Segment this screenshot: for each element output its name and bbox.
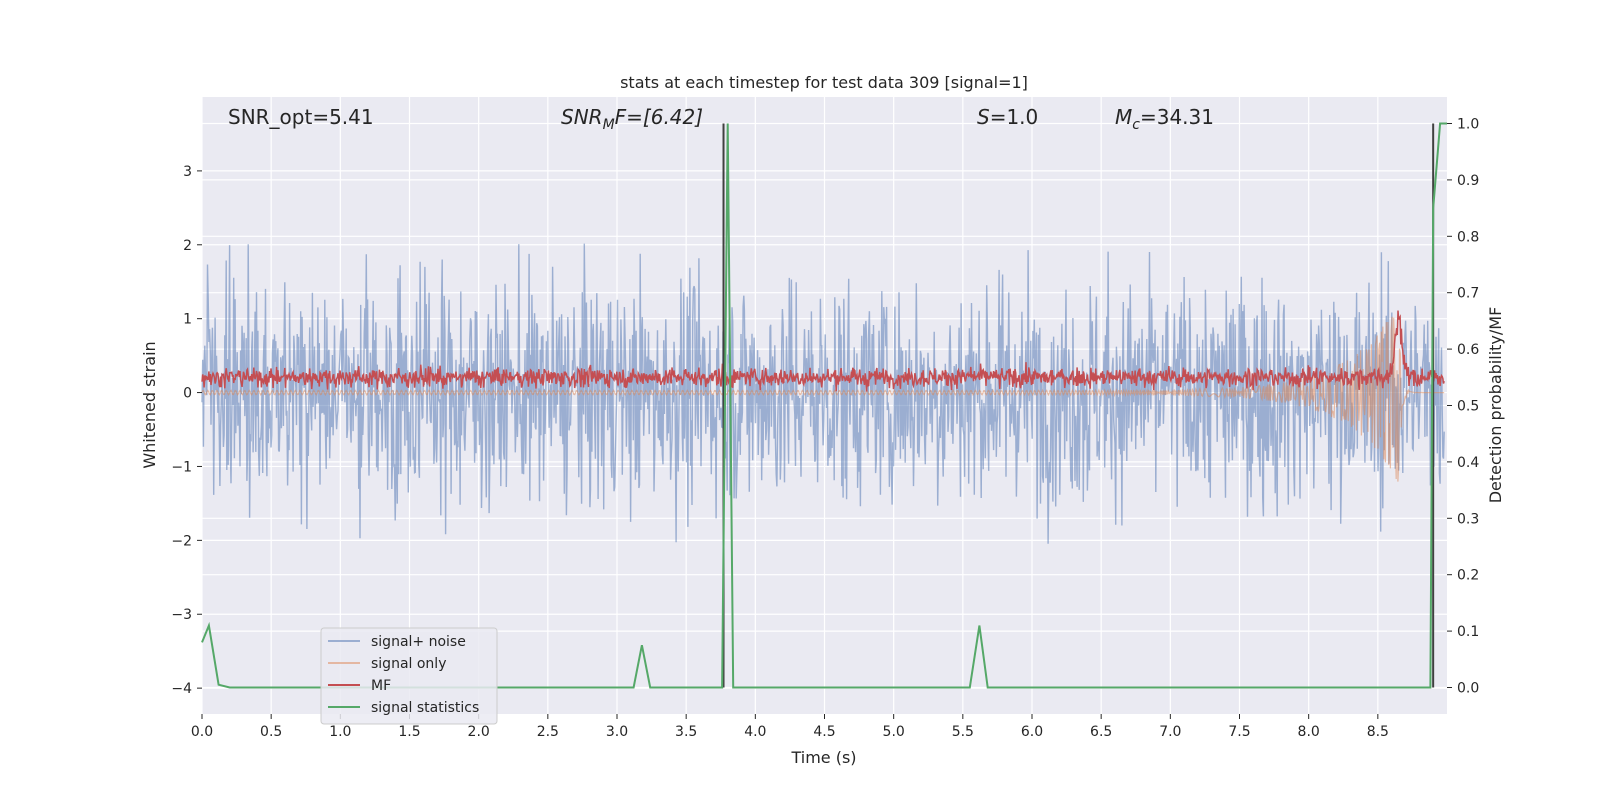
x-tick-label: 3.5 — [675, 724, 697, 740]
x-tick-label: 3.0 — [606, 724, 628, 740]
snr-opt-annotation: SNR_opt=5.41 — [228, 105, 374, 129]
y2-tick-label: 0.4 — [1457, 455, 1479, 471]
legend: signal+ noise signal only MF signal stat… — [320, 627, 498, 725]
y2-tick-label: 0.5 — [1457, 399, 1479, 415]
x-tick-label: 1.0 — [329, 724, 351, 740]
y-axis-label: Whitened strain — [140, 341, 159, 468]
mc-base: M — [1115, 105, 1132, 129]
y-tick-label: 2 — [183, 238, 192, 254]
y2-tick-label: 0.3 — [1457, 511, 1479, 527]
s-label: S — [977, 105, 990, 129]
legend-label-signal-noise: signal+ noise — [371, 634, 466, 650]
ticks: 0.0 0.5 1.0 1.5 2.0 2.5 3.0 3.5 4.0 4.5 5.0 5.5 6.0 6… — [171, 117, 1479, 740]
mc-value: =34.31 — [1140, 105, 1214, 129]
x-tick-label: 4.0 — [744, 724, 766, 740]
x-axis-label: Time (s) — [790, 748, 856, 767]
legend-box — [320, 627, 498, 725]
x-tick-label: 8.5 — [1367, 724, 1389, 740]
y2-tick-label: 1.0 — [1457, 117, 1479, 133]
x-tick-label: 0.0 — [191, 724, 213, 740]
y2-tick-label: 0.0 — [1457, 680, 1479, 696]
series-signal-only — [201, 316, 1445, 482]
x-tick-label: 5.5 — [952, 724, 974, 740]
y2-tick-label: 0.7 — [1457, 286, 1479, 302]
markers-layer — [201, 122, 1447, 689]
y-tick-label: −3 — [171, 607, 192, 623]
x-tick-label: 7.5 — [1228, 724, 1250, 740]
y2-tick-label: 0.2 — [1457, 568, 1479, 584]
x-tick-label: 6.5 — [1090, 724, 1112, 740]
y2-tick-label: 0.9 — [1457, 173, 1479, 189]
y2-tick-label: 0.8 — [1457, 229, 1479, 245]
x-tick-label: 7.0 — [1159, 724, 1181, 740]
y-tick-label: −4 — [171, 681, 192, 697]
x-tick-label: 4.5 — [813, 724, 835, 740]
x-tick-label: 8.0 — [1298, 724, 1320, 740]
y-tick-label: 1 — [183, 312, 192, 328]
series-layer — [201, 243, 1445, 544]
legend-label-signal-statistics: signal statistics — [371, 700, 479, 716]
snr-mf-sub: M — [603, 117, 615, 133]
y-tick-label: −2 — [171, 533, 192, 549]
chart-title: stats at each timestep for test data 309… — [620, 73, 1028, 92]
legend-label-mf: MF — [371, 678, 391, 694]
legend-label-signal-only: signal only — [371, 656, 446, 672]
y2-tick-label: 0.6 — [1457, 342, 1479, 358]
x-tick-label: 1.5 — [398, 724, 420, 740]
series-mf — [201, 310, 1445, 392]
x-tick-label: 5.0 — [883, 724, 905, 740]
x-tick-label: 0.5 — [260, 724, 282, 740]
snr-mf-base: SNR — [561, 105, 603, 129]
series-signal-statistics — [201, 122, 1447, 689]
y2-tick-label: 0.1 — [1457, 624, 1479, 640]
s-annotation: S=1.0 — [977, 105, 1038, 129]
y2-axis-label: Detection probability/MF — [1486, 307, 1505, 504]
snr-mf-annotation: SNRMF=[6.42] — [561, 105, 703, 133]
y-tick-label: 3 — [183, 164, 192, 180]
x-tick-label: 6.0 — [1021, 724, 1043, 740]
snr-mf-rest: F=[6.42] — [615, 105, 703, 129]
mc-annotation: Mc=34.31 — [1115, 105, 1214, 133]
s-value: =1.0 — [990, 105, 1039, 129]
y-tick-label: 0 — [183, 386, 192, 402]
y-tick-label: −1 — [171, 459, 192, 475]
mc-sub: c — [1132, 117, 1140, 133]
x-tick-label: 2.0 — [468, 724, 490, 740]
x-tick-label: 2.5 — [537, 724, 559, 740]
series-signal-noise — [201, 243, 1445, 544]
